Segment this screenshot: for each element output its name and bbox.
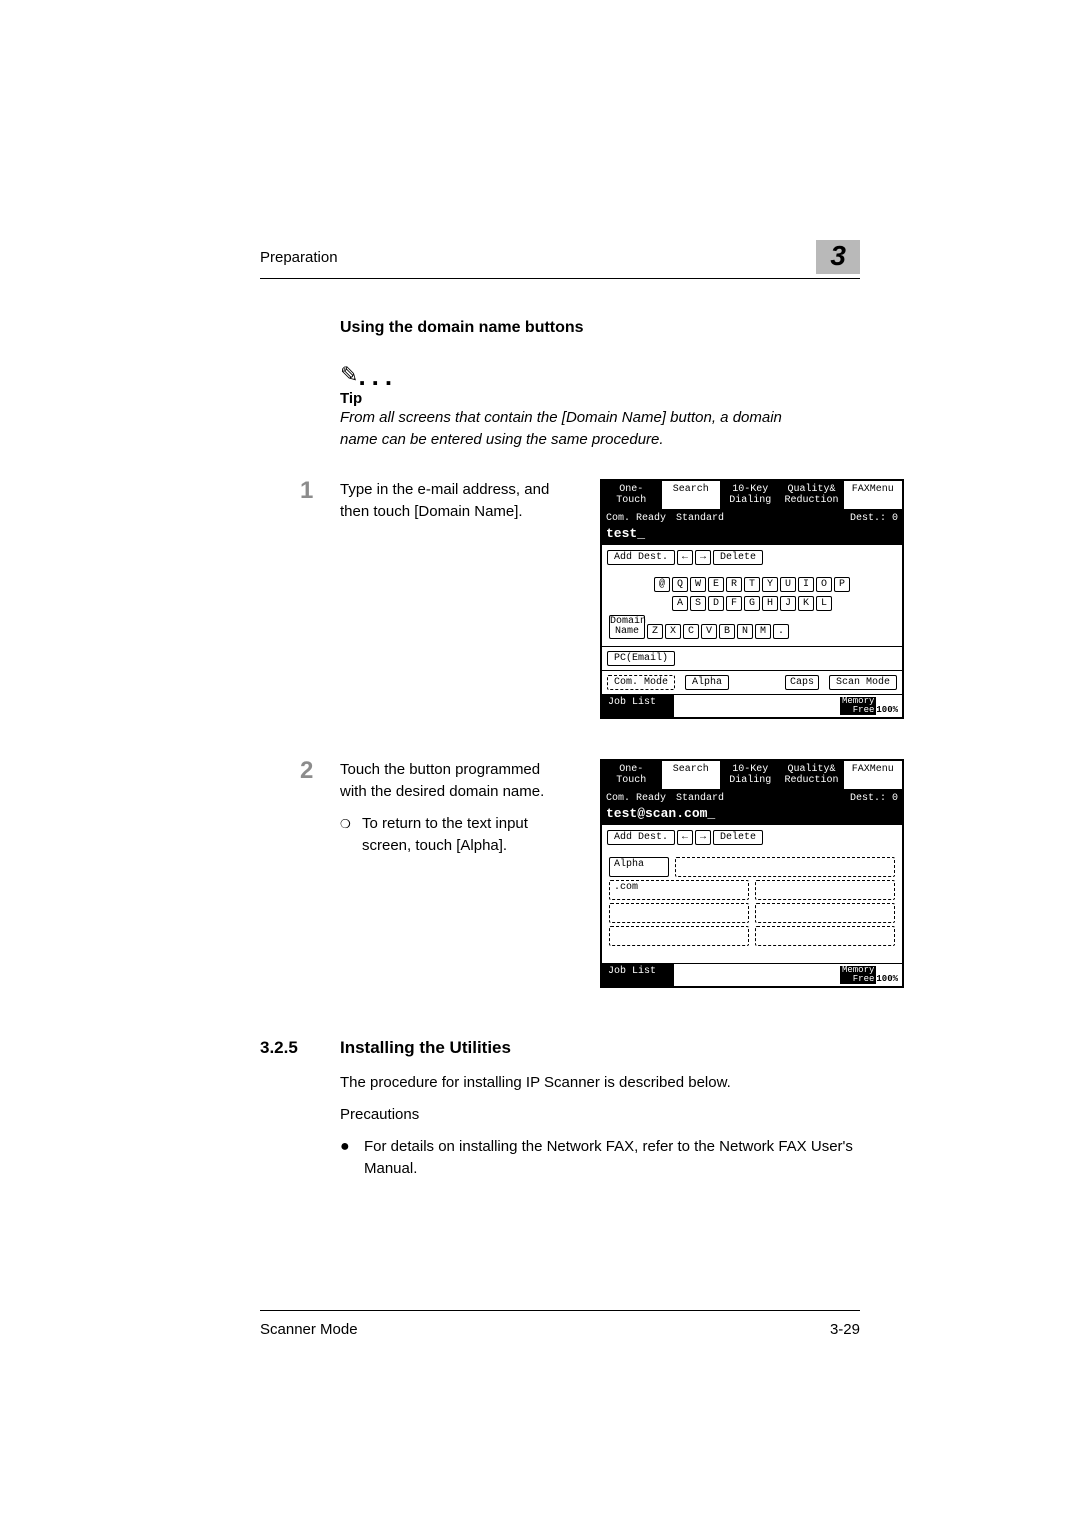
- key-i[interactable]: I: [798, 577, 814, 592]
- subsection-heading: Using the domain name buttons: [340, 319, 860, 337]
- section-title: Installing the Utilities: [340, 1038, 511, 1058]
- key-k[interactable]: K: [798, 596, 814, 611]
- key-x[interactable]: X: [665, 624, 681, 639]
- key-b[interactable]: B: [719, 624, 735, 639]
- tab-quality[interactable]: Quality& Reduction: [781, 481, 844, 509]
- step-number-1: 1: [300, 479, 340, 503]
- tip-label: Tip: [340, 390, 860, 407]
- footer-page-number: 3-29: [830, 1321, 860, 1338]
- key-g[interactable]: G: [744, 596, 760, 611]
- key-m[interactable]: M: [755, 624, 771, 639]
- key-c[interactable]: C: [683, 624, 699, 639]
- key-j[interactable]: J: [780, 596, 796, 611]
- arrow-left-button[interactable]: ←: [677, 830, 693, 845]
- tab-search[interactable]: Search: [662, 481, 722, 509]
- key-dot[interactable]: .: [773, 624, 789, 639]
- key-r[interactable]: R: [726, 577, 742, 592]
- status-mode: Standard: [676, 793, 838, 804]
- key-h[interactable]: H: [762, 596, 778, 611]
- substep-marker: ❍: [340, 813, 362, 857]
- domain-slot[interactable]: [755, 903, 895, 923]
- tab-quality[interactable]: Quality& Reduction: [781, 761, 844, 789]
- key-e[interactable]: E: [708, 577, 724, 592]
- scan-mode-button[interactable]: Scan Mode: [829, 675, 897, 690]
- job-list-button[interactable]: Job List: [602, 695, 674, 717]
- bullet-text: For details on installing the Network FA…: [364, 1136, 860, 1180]
- delete-button[interactable]: Delete: [713, 830, 763, 845]
- tip-icon: ✎...: [340, 355, 860, 388]
- key-q[interactable]: Q: [672, 577, 688, 592]
- key-n[interactable]: N: [737, 624, 753, 639]
- tab-10key[interactable]: 10-Key Dialing: [721, 761, 781, 789]
- add-dest-button[interactable]: Add Dest.: [607, 830, 675, 845]
- job-list-button[interactable]: Job List: [602, 964, 674, 986]
- tab-faxmenu[interactable]: FAXMenu: [844, 481, 903, 509]
- keyboard: @QWERTYUIOP ASDFGHJKL Domain NameZXCVBNM…: [602, 570, 902, 646]
- key-f[interactable]: F: [726, 596, 742, 611]
- key-o[interactable]: O: [816, 577, 832, 592]
- domain-list: Alpha .com: [602, 850, 902, 953]
- domain-slot[interactable]: [609, 903, 749, 923]
- key-l[interactable]: L: [816, 596, 832, 611]
- key-z[interactable]: Z: [647, 624, 663, 639]
- status-dest: Dest.: 0: [838, 793, 898, 804]
- key-y[interactable]: Y: [762, 577, 778, 592]
- domain-slot[interactable]: [609, 926, 749, 946]
- key-w[interactable]: W: [690, 577, 706, 592]
- com-mode-button[interactable]: Com. Mode: [607, 675, 675, 690]
- typed-text-2: test@scan.com_: [602, 806, 902, 824]
- chapter-badge: 3: [816, 240, 860, 274]
- arrow-left-button[interactable]: ←: [677, 550, 693, 565]
- status-dest: Dest.: 0: [838, 513, 898, 524]
- add-dest-button[interactable]: Add Dest.: [607, 550, 675, 565]
- header-section: Preparation: [260, 249, 816, 266]
- step-text-1: Type in the e-mail address, and then tou…: [340, 479, 570, 523]
- domain-slot[interactable]: [675, 857, 895, 877]
- domain-slot[interactable]: [755, 926, 895, 946]
- bullet-marker: ●: [340, 1136, 364, 1180]
- key-s[interactable]: S: [690, 596, 706, 611]
- section-paragraph: The procedure for installing IP Scanner …: [340, 1072, 860, 1094]
- substep-text: To return to the text input screen, touc…: [362, 813, 570, 857]
- alpha-button[interactable]: Alpha: [609, 857, 669, 877]
- screenshot-1: One-Touch Search 10-Key Dialing Quality&…: [600, 479, 904, 719]
- status-mode: Standard: [676, 513, 838, 524]
- tip-text: From all screens that contain the [Domai…: [340, 407, 810, 451]
- step-text-2: Touch the button programmed with the des…: [340, 759, 570, 803]
- key-t[interactable]: T: [744, 577, 760, 592]
- domain-dotcom-button[interactable]: .com: [609, 880, 749, 900]
- status-ready: Com. Ready: [606, 513, 676, 524]
- alpha-button[interactable]: Alpha: [685, 675, 729, 690]
- caps-button[interactable]: Caps: [785, 675, 819, 690]
- delete-button[interactable]: Delete: [713, 550, 763, 565]
- screenshot-2: One-Touch Search 10-Key Dialing Quality&…: [600, 759, 904, 988]
- tab-onetouch[interactable]: One-Touch: [602, 481, 662, 509]
- tab-onetouch[interactable]: One-Touch: [602, 761, 662, 789]
- pc-email-button[interactable]: PC(Email): [607, 651, 675, 666]
- key-u[interactable]: U: [780, 577, 796, 592]
- arrow-right-button[interactable]: →: [695, 830, 711, 845]
- memory-free: Memory Free100%: [674, 695, 902, 717]
- domain-name-button[interactable]: Domain Name: [609, 615, 645, 639]
- tab-search[interactable]: Search: [662, 761, 722, 789]
- memory-free: Memory Free100%: [674, 964, 902, 986]
- step-number-2: 2: [300, 759, 340, 783]
- key-a[interactable]: A: [672, 596, 688, 611]
- key-v[interactable]: V: [701, 624, 717, 639]
- footer-left: Scanner Mode: [260, 1321, 830, 1338]
- tab-10key[interactable]: 10-Key Dialing: [721, 481, 781, 509]
- section-paragraph: Precautions: [340, 1104, 860, 1126]
- typed-text-1: test_: [602, 526, 902, 544]
- domain-slot[interactable]: [755, 880, 895, 900]
- key-p[interactable]: P: [834, 577, 850, 592]
- status-ready: Com. Ready: [606, 793, 676, 804]
- key-d[interactable]: D: [708, 596, 724, 611]
- section-number: 3.2.5: [260, 1038, 340, 1058]
- key-at[interactable]: @: [654, 577, 670, 592]
- tab-faxmenu[interactable]: FAXMenu: [844, 761, 903, 789]
- arrow-right-button[interactable]: →: [695, 550, 711, 565]
